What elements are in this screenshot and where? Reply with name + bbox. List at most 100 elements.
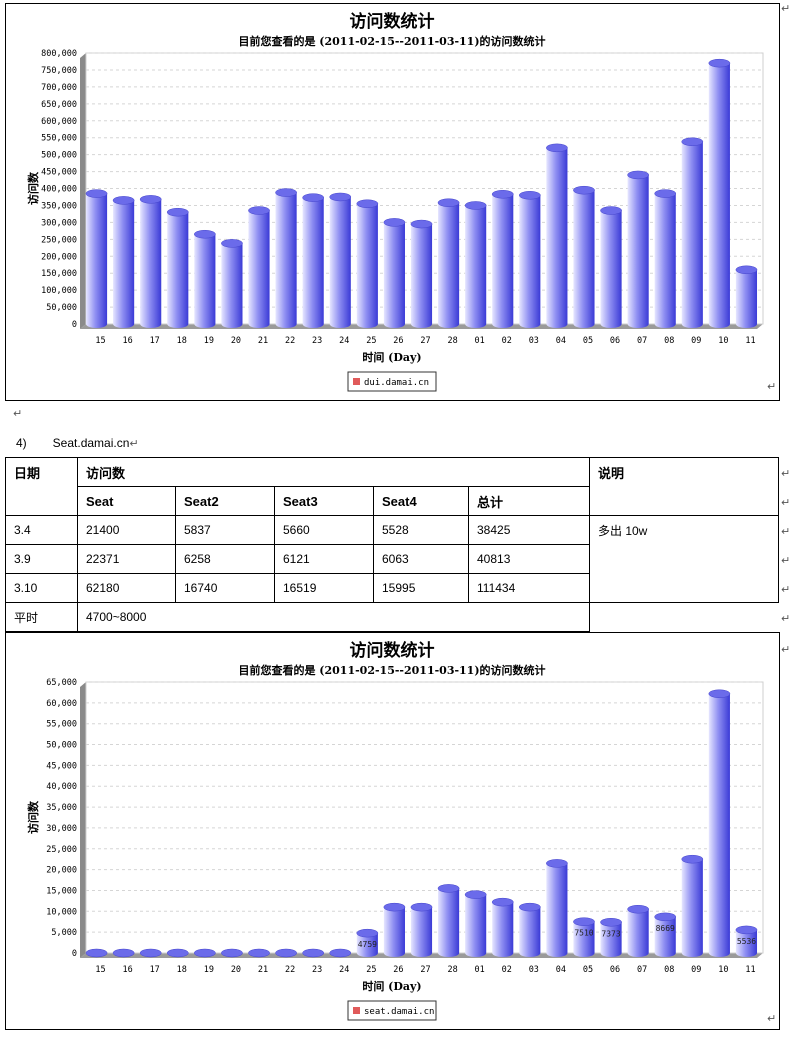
bar-top (85, 948, 108, 958)
y-tick-label: 500,000 (41, 151, 77, 161)
bar (600, 210, 622, 328)
row-date: 3.4 (5, 515, 78, 545)
y-tick-label: 60,000 (46, 699, 77, 709)
bar (546, 863, 568, 957)
bar (356, 203, 378, 329)
row-value: 40813 (468, 544, 590, 574)
chart-title: 访问数统计 (350, 640, 435, 661)
x-tick-label: 20 (231, 336, 241, 346)
bar-top (437, 884, 460, 893)
bar (410, 907, 433, 957)
bar (465, 205, 487, 329)
bar-top (600, 918, 622, 927)
bar (302, 197, 324, 329)
bar-top (627, 170, 649, 180)
x-tick-label: 25 (366, 965, 376, 975)
bar (194, 234, 216, 329)
bar-top (248, 206, 270, 215)
bar (356, 933, 378, 957)
y-tick-label: 300,000 (41, 218, 77, 228)
y-tick-label: 100,000 (41, 286, 77, 296)
bar (383, 907, 405, 957)
bar (438, 202, 460, 329)
x-tick-label: 09 (691, 336, 701, 346)
y-tick-label: 650,000 (41, 100, 77, 110)
bar (627, 909, 649, 957)
bar-top (410, 219, 433, 229)
x-tick-label: 11 (745, 336, 755, 346)
x-tick-label: 21 (258, 336, 268, 346)
x-tick-label: 27 (420, 336, 430, 346)
bar (654, 916, 676, 957)
x-tick-label: 15 (95, 336, 105, 346)
row-value: 16519 (274, 573, 374, 603)
y-tick-label: 40,000 (46, 782, 77, 792)
bar (492, 902, 514, 957)
y-tick-label: 450,000 (41, 168, 77, 178)
legend-box (347, 371, 437, 392)
bar (492, 194, 514, 329)
stats-table: 日期 访问数 说明 Seat Seat2 Seat3 Seat4 总计 3.4 … (5, 457, 779, 632)
chart-subtitle: 目前您查看的是 (2011-02-15--2011-03-11)的访问数统计 (238, 34, 545, 48)
table-row: 3.4 21400 5837 5660 5528 38425 多出 10w (5, 515, 779, 603)
bar-top (546, 143, 568, 153)
bar-top (546, 859, 568, 868)
x-tick-label: 10 (718, 336, 728, 346)
x-axis-label: 时间 (Day) (362, 979, 421, 993)
bar-top (573, 917, 595, 926)
x-tick-label: 02 (502, 336, 512, 346)
y-tick-label: 25,000 (46, 845, 77, 855)
paragraph-mark: ↵ (129, 437, 139, 450)
data-label: 5536 (737, 937, 756, 946)
subheader-cell: Seat (77, 486, 176, 516)
x-tick-label: 06 (610, 965, 620, 975)
bar (221, 243, 243, 329)
row-value: 16740 (175, 573, 275, 603)
bar-top (464, 201, 487, 210)
y-tick-label: 800,000 (41, 49, 77, 59)
legend-label: dui.damai.cn (364, 378, 429, 388)
bar (275, 192, 297, 329)
row-value: 22371 (77, 544, 176, 574)
x-tick-label: 17 (150, 965, 160, 975)
y-tick-label: 20,000 (46, 866, 77, 876)
y-tick-label: 0 (72, 949, 77, 959)
bar (519, 907, 541, 957)
axis-wall (80, 53, 86, 329)
x-tick-label: 20 (231, 965, 241, 975)
bar (627, 174, 649, 328)
row-value: 5660 (274, 515, 374, 545)
row-value: 62180 (77, 573, 176, 603)
y-tick-label: 50,000 (46, 303, 77, 313)
bar-top (654, 912, 677, 922)
y-tick-label: 750,000 (41, 66, 77, 76)
y-tick-label: 150,000 (41, 269, 77, 279)
bar-top (139, 195, 162, 204)
x-tick-label: 25 (366, 336, 376, 346)
bar-top (654, 189, 677, 198)
legend-box (347, 1000, 437, 1021)
bar-top (275, 188, 297, 197)
row-value: 6258 (175, 544, 275, 574)
y-tick-label: 0 (72, 320, 77, 330)
bar-top (166, 948, 189, 958)
x-tick-label: 07 (637, 336, 647, 346)
x-tick-label: 19 (204, 965, 214, 975)
x-tick-label: 27 (420, 965, 430, 975)
legend-swatch (353, 378, 360, 385)
x-tick-label: 02 (502, 965, 512, 975)
chart-subtitle: 目前您查看的是 (2011-02-15--2011-03-11)的访问数统计 (238, 663, 545, 677)
bar-top (410, 902, 433, 912)
paragraph-mark: ↵ (781, 496, 791, 509)
bar-top (329, 192, 352, 202)
x-tick-label: 22 (285, 336, 295, 346)
y-tick-label: 35,000 (46, 803, 77, 813)
y-tick-label: 550,000 (41, 134, 77, 144)
bar-top (139, 948, 162, 958)
row-value: 111434 (468, 573, 590, 603)
x-axis-label: 时间 (Day) (362, 350, 421, 364)
bar (573, 921, 595, 957)
header-note: 说明 (589, 457, 779, 516)
bar (735, 929, 758, 957)
